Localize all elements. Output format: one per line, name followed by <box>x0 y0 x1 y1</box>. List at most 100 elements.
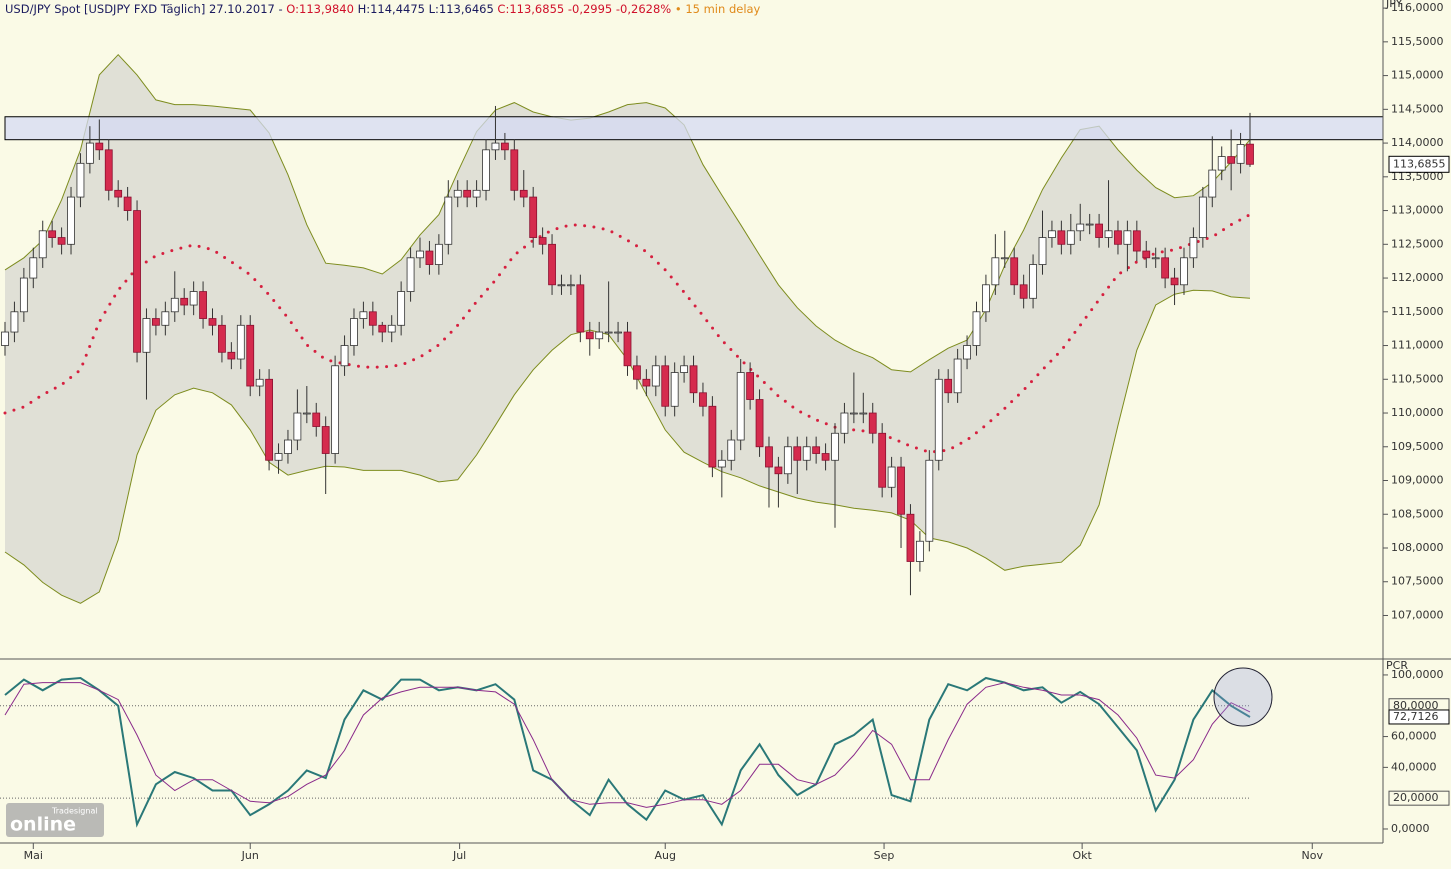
candle-body <box>397 291 406 326</box>
candle-body <box>538 237 547 245</box>
candle-body <box>1076 223 1085 232</box>
oscillator-line <box>4 682 1251 808</box>
candle-body <box>614 331 622 334</box>
candle-body <box>95 142 104 151</box>
oscillator-line <box>4 676 1251 828</box>
y-tick-label: 60,0000 <box>1391 730 1437 743</box>
candle-body <box>406 257 415 292</box>
y-tick-label: 111,0000 <box>1391 339 1444 352</box>
candle-body <box>189 291 198 306</box>
candle-body <box>868 412 877 434</box>
candle-body <box>604 331 613 334</box>
candle-body <box>378 324 387 333</box>
x-tick-label: Nov <box>1302 849 1324 862</box>
candle-body <box>623 331 632 367</box>
last-value-label: 72,7126 <box>1393 710 1439 723</box>
candle-body <box>529 196 538 238</box>
zone <box>4 116 1384 141</box>
candle-body <box>840 412 849 434</box>
y-tick-label: 112,0000 <box>1391 271 1444 284</box>
candle-body <box>793 446 802 461</box>
candle-body <box>29 257 38 279</box>
candle-body <box>774 466 783 475</box>
candle-body <box>1151 257 1160 260</box>
candle-body <box>1048 230 1056 238</box>
candle-body <box>765 446 773 468</box>
candle-body <box>1114 230 1122 245</box>
candle-body <box>246 324 255 387</box>
candle-body <box>1057 230 1066 245</box>
candle-body <box>38 230 47 259</box>
candle-body <box>133 210 141 353</box>
candle-body <box>491 142 500 151</box>
candle-body <box>425 250 434 265</box>
candle-body <box>1180 257 1188 286</box>
candle-body <box>982 284 990 313</box>
candle-body <box>85 142 94 164</box>
candle-body <box>887 466 896 488</box>
header-part: • 15 min delay <box>675 2 761 16</box>
y-tick-label: 111,5000 <box>1391 305 1444 318</box>
level-label: 80,0000 <box>1393 699 1439 712</box>
candle-body <box>359 311 368 319</box>
y-tick-label: 108,5000 <box>1391 507 1444 520</box>
candle-body <box>255 378 264 387</box>
candle-body <box>972 311 981 346</box>
candle-body <box>152 318 160 326</box>
candle-body <box>812 446 821 454</box>
candle-body <box>963 345 971 360</box>
candle-body <box>331 365 340 454</box>
candle-body <box>727 439 736 461</box>
candle-body <box>218 324 226 353</box>
candle-body <box>482 149 490 191</box>
candle-body <box>19 277 28 313</box>
last-value-box <box>1388 709 1450 725</box>
candle-body <box>1066 230 1075 245</box>
candle-body <box>274 453 283 461</box>
candle-body <box>991 257 1000 286</box>
candle-body <box>340 345 349 367</box>
moving-average <box>3 213 1252 454</box>
candle-body <box>236 324 245 360</box>
candle-body <box>831 432 839 461</box>
y-tick-label: 109,0000 <box>1391 474 1444 487</box>
candle-body <box>463 189 472 198</box>
candle-body <box>897 466 905 515</box>
candle-body <box>227 351 236 360</box>
level-box <box>1388 790 1450 806</box>
candle-body <box>1038 237 1047 265</box>
candle-body <box>265 378 273 461</box>
candle-body <box>161 311 170 326</box>
candle-body <box>199 291 207 319</box>
candle-body <box>755 399 764 448</box>
candle-body <box>1246 143 1254 165</box>
x-tick-label: Jul <box>452 849 466 862</box>
candle-body <box>444 196 453 245</box>
candle-body <box>350 318 358 346</box>
candle-body <box>915 540 924 562</box>
candle-body <box>123 196 132 211</box>
candle-body <box>1104 230 1113 238</box>
candle-body <box>48 230 57 238</box>
candle-body <box>1217 156 1226 171</box>
y-tick-label: 110,5000 <box>1391 372 1444 385</box>
candle-body <box>1132 230 1141 252</box>
candle-body <box>321 426 330 454</box>
candle-body <box>1189 237 1198 259</box>
y-tick-label: 112,5000 <box>1391 237 1444 250</box>
y-tick-label: 107,5000 <box>1391 575 1444 588</box>
candle-body <box>651 365 660 387</box>
candle-body <box>302 412 311 415</box>
y-tick-label: 0,0000 <box>1391 822 1430 835</box>
y-tick-label: 110,0000 <box>1391 406 1444 419</box>
x-tick-label: Mai <box>24 849 43 862</box>
x-tick-label: Aug <box>654 849 675 862</box>
candle-body <box>67 196 75 245</box>
candle-body <box>934 378 943 461</box>
candle-body <box>284 439 292 454</box>
logo-box <box>6 803 104 837</box>
header-part: USD/JPY Spot [USDJPY FXD Täglich] 27.10.… <box>5 2 283 16</box>
candle-body <box>170 297 179 313</box>
x-tick-label: Okt <box>1072 849 1092 862</box>
candle-body <box>595 331 604 340</box>
